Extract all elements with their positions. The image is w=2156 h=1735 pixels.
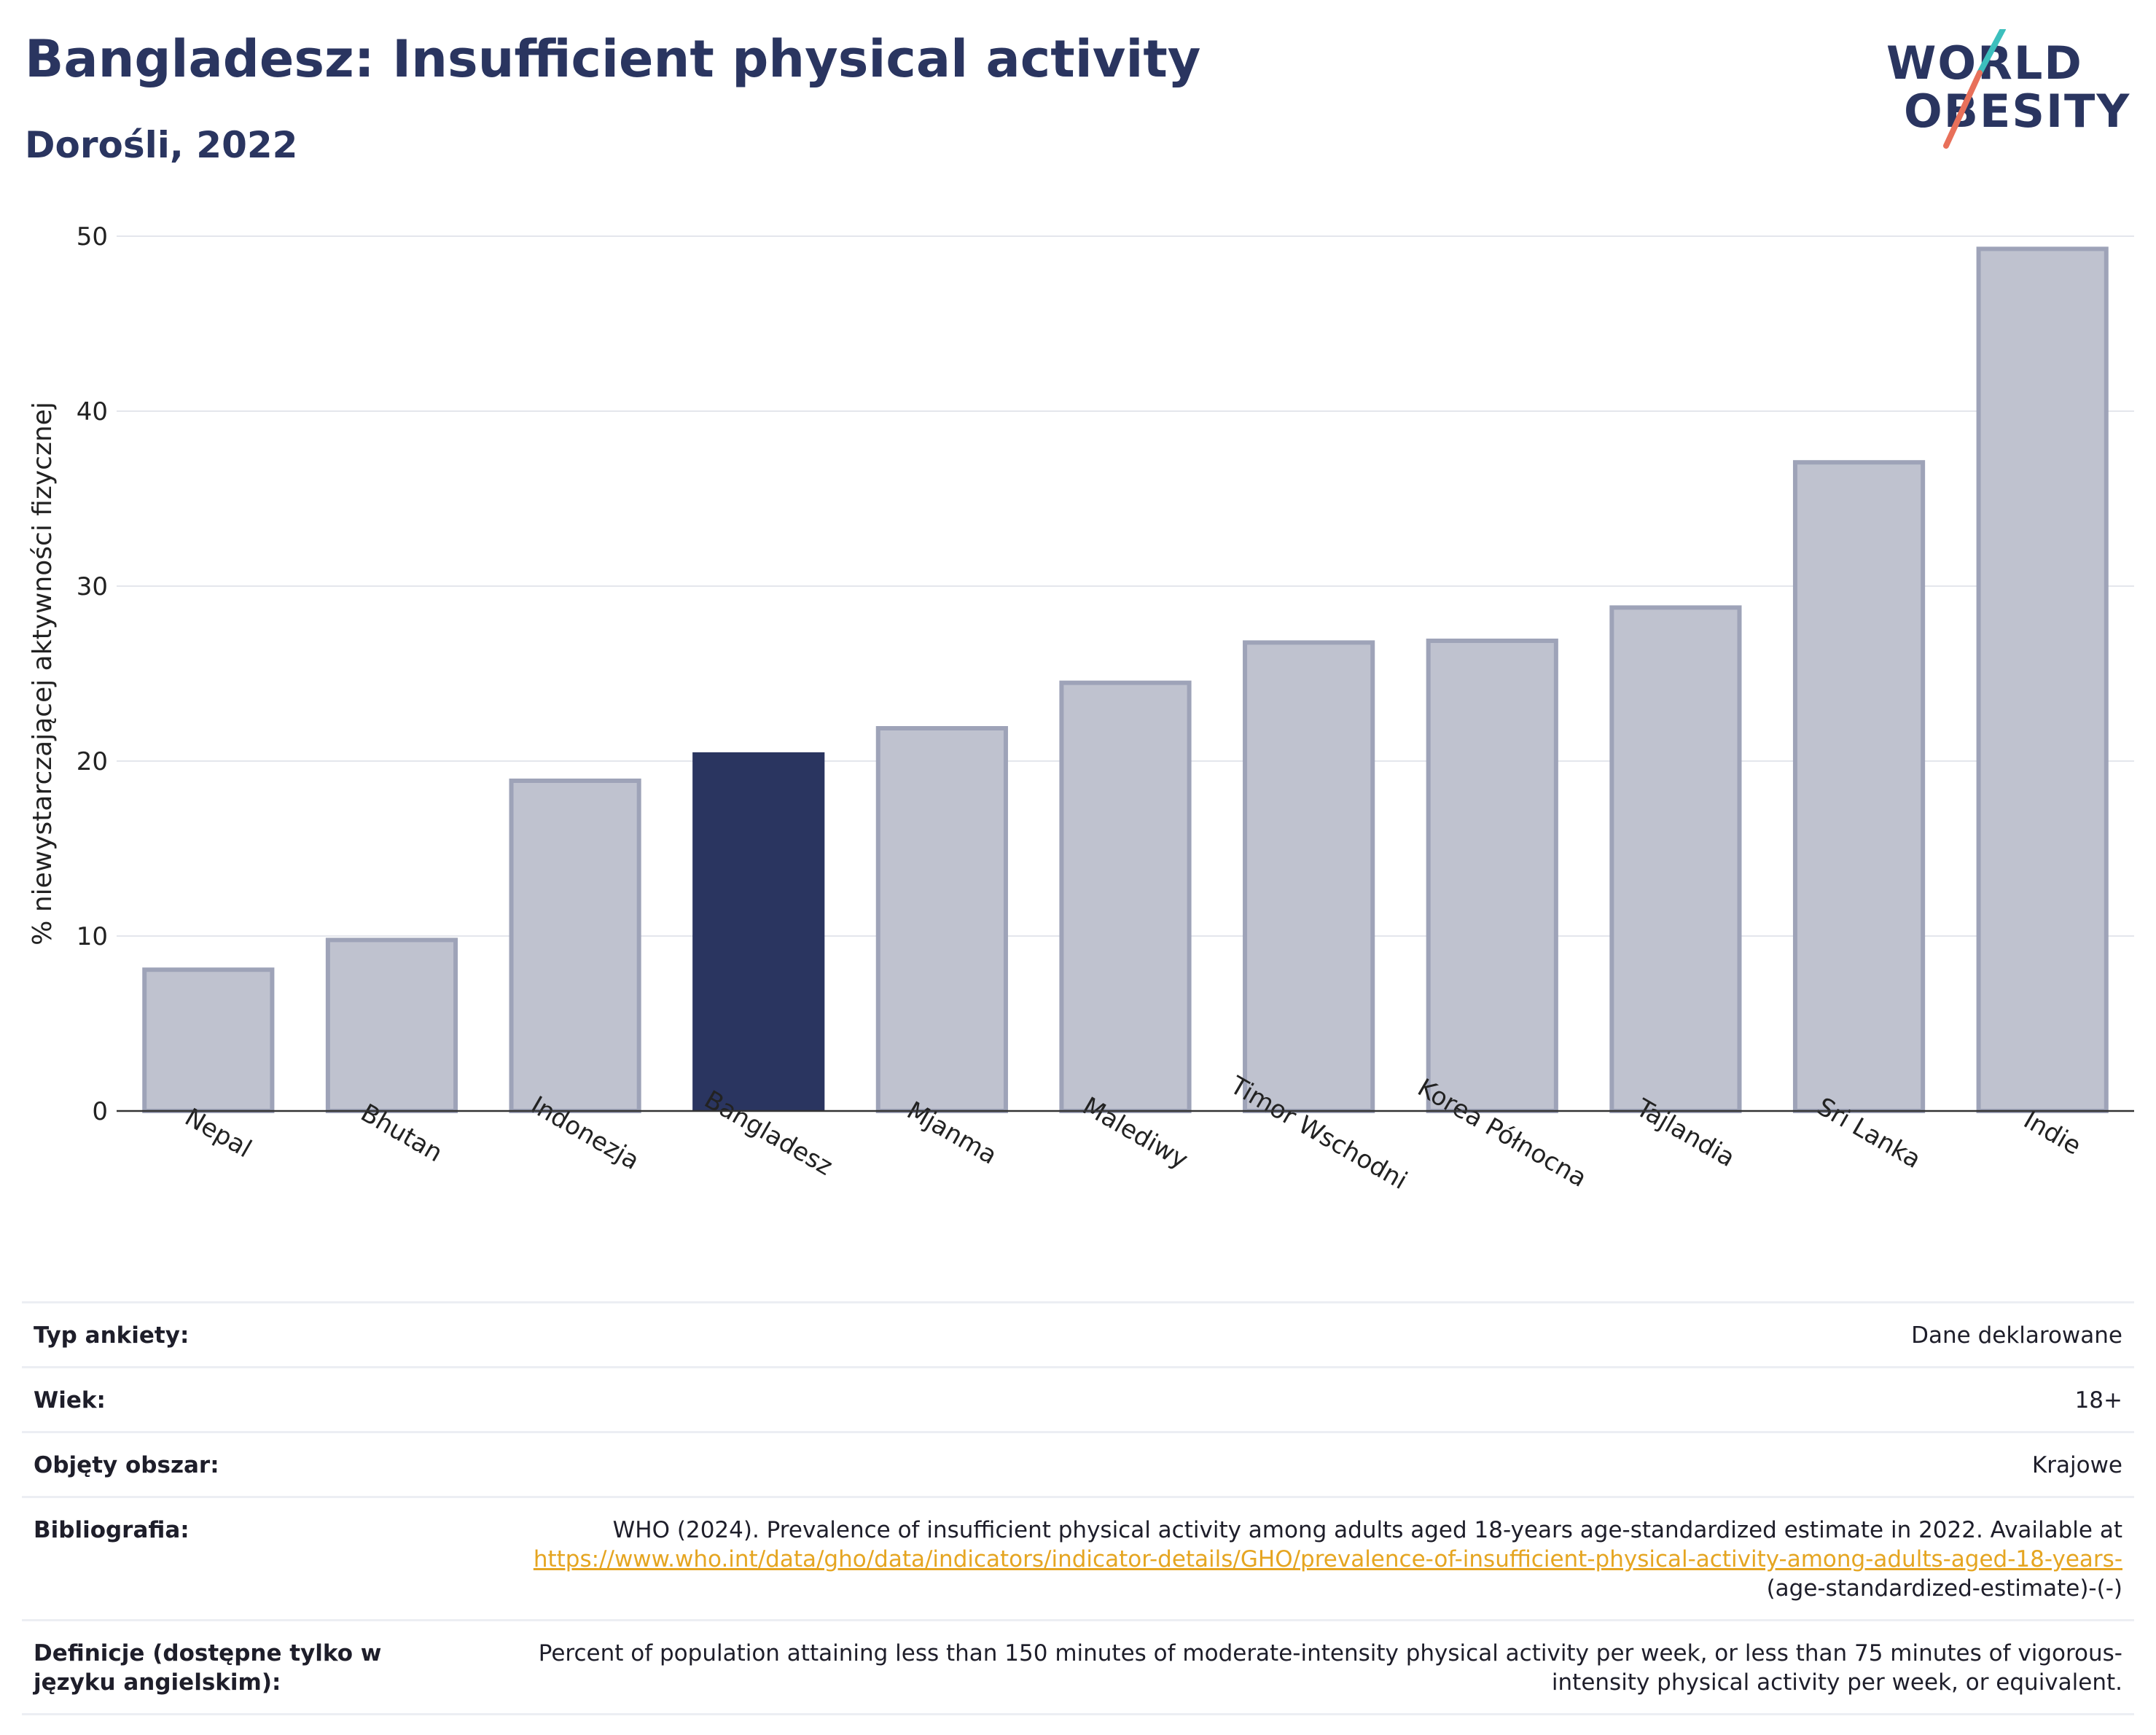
info-value: 18+ (471, 1366, 2134, 1432)
info-label: Typ ankiety: (22, 1301, 471, 1368)
bibliography-link[interactable]: https://www.who.int/data/gho/data/indica… (533, 1546, 2122, 1572)
info-value: Krajowe (471, 1431, 2134, 1497)
info-label: Definicje (dostępne tylko w języku angie… (22, 1619, 471, 1715)
chart-subtitle: Dorośli, 2022 (25, 124, 298, 166)
bar-nepal (142, 967, 275, 1113)
bibliography-tail: (age-standardized-estimate)-(-) (1766, 1575, 2122, 1602)
bar-sri-lanka (1792, 460, 1926, 1113)
info-value: Percent of population attaining less tha… (471, 1619, 2134, 1715)
bar-korea-północna (1426, 639, 1558, 1113)
chart-title: Bangladesz: Insufficient physical activi… (25, 29, 1201, 89)
bibliography-text: WHO (2024). Prevalence of insufficient p… (612, 1517, 2122, 1543)
bar-malediwy (1059, 680, 1192, 1113)
info-label: Bibliografia: (22, 1496, 471, 1621)
info-value: WHO (2024). Prevalence of insufficient p… (471, 1496, 2134, 1621)
x-tick-label: Indie (2019, 1105, 2086, 1161)
y-axis-title: % niewystarczającej aktywności fizycznej (28, 402, 58, 946)
info-label: Objęty obszar: (22, 1431, 471, 1497)
y-tick-label: 50 (77, 222, 108, 252)
info-row-age: Wiek: 18+ (22, 1366, 2134, 1432)
bar-bangladesz (692, 752, 825, 1111)
bar-timor-wschodni (1243, 640, 1375, 1113)
world-obesity-logo: WORLD OBESITY (1886, 29, 2134, 153)
y-tick-label: 40 (77, 397, 108, 426)
info-row-definitions: Definicje (dostępne tylko w języku angie… (22, 1619, 2134, 1715)
logo-word-obesity: OBESITY (1904, 85, 2131, 138)
bar-indie (1976, 246, 2109, 1113)
info-table: Typ ankiety: Dane deklarowane Wiek: 18+ … (22, 1301, 2134, 1715)
logo-slash-icon (1943, 29, 2006, 149)
info-row-coverage: Objęty obszar: Krajowe (22, 1431, 2134, 1497)
y-tick-label: 30 (77, 572, 108, 601)
y-tick-label: 0 (92, 1097, 108, 1126)
bars (142, 246, 2109, 1114)
info-value: Dane deklarowane (471, 1301, 2134, 1368)
bar-tajlandia (1609, 605, 1742, 1113)
bar-indonezja (509, 779, 641, 1113)
y-tick-label: 10 (77, 922, 108, 951)
y-tick-label: 20 (77, 747, 108, 776)
info-label: Wiek: (22, 1366, 471, 1432)
info-row-survey-type: Typ ankiety: Dane deklarowane (22, 1301, 2134, 1368)
bar-mjanma (875, 726, 1008, 1113)
bar-bhutan (325, 937, 458, 1114)
info-row-bibliography: Bibliografia: WHO (2024). Prevalence of … (22, 1496, 2134, 1621)
